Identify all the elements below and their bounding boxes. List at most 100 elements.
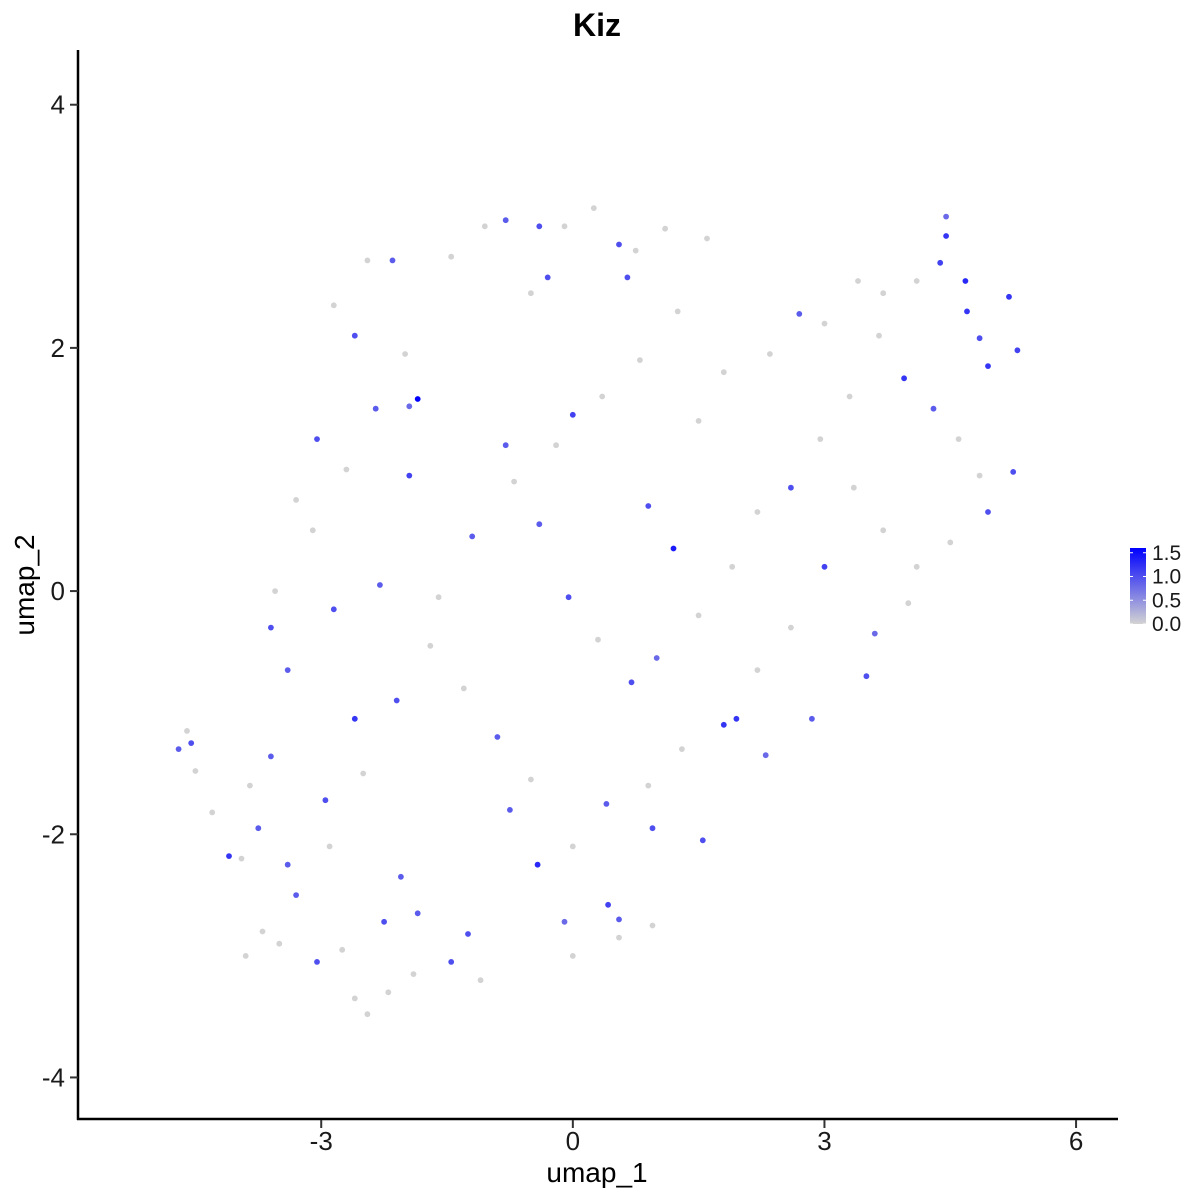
cell-point	[398, 873, 404, 880]
cell-point	[569, 411, 576, 418]
cell-point	[255, 825, 262, 832]
cell-point	[314, 959, 320, 965]
cell-point	[528, 290, 534, 297]
cell-point	[649, 825, 656, 832]
cell-point	[876, 332, 882, 339]
cell-point	[569, 953, 576, 959]
cell-point	[364, 1011, 371, 1018]
cell-point	[632, 247, 639, 254]
cell-point	[175, 746, 182, 752]
cell-point	[534, 861, 541, 868]
cell-point	[976, 335, 983, 342]
cell-point	[653, 655, 660, 661]
cell-point	[536, 223, 543, 230]
cell-point	[788, 624, 794, 631]
cell-point	[937, 259, 944, 266]
cell-point	[863, 673, 870, 680]
cell-point	[649, 922, 656, 929]
cell-point	[494, 734, 501, 740]
cell-point	[268, 753, 274, 760]
cell-point	[880, 527, 887, 534]
cell-point	[616, 934, 622, 941]
cell-point	[188, 740, 195, 746]
cell-point	[414, 396, 421, 402]
cell-point	[326, 843, 333, 850]
cell-point	[293, 892, 299, 898]
cell-point	[595, 636, 601, 643]
cell-point	[544, 274, 551, 281]
cell-point	[268, 624, 274, 631]
colorbar	[1130, 548, 1146, 624]
cell-point	[754, 667, 761, 673]
cell-point	[385, 989, 392, 996]
cell-point	[880, 290, 887, 297]
cell-point	[372, 405, 379, 412]
cell-point	[381, 918, 387, 925]
x-axis-ticks: -3 0 3 6	[310, 1120, 1083, 1156]
y-tick-label: -2	[42, 819, 65, 849]
cell-point	[309, 527, 316, 534]
cell-point	[809, 715, 815, 722]
cell-point	[502, 217, 509, 224]
colorbar-tick-label: 0.5	[1152, 589, 1181, 612]
cell-point	[330, 302, 337, 309]
cell-point	[414, 910, 421, 917]
cell-point	[599, 393, 606, 400]
x-tick-label: 6	[1069, 1126, 1083, 1156]
cell-point	[637, 357, 643, 363]
cell-point	[406, 472, 413, 479]
chart-title: Kiz	[573, 7, 621, 43]
cell-point	[351, 715, 358, 722]
colorbar-ticks: 0.00.51.01.5	[1130, 542, 1181, 636]
cell-point	[465, 931, 471, 937]
cell-point	[679, 746, 685, 752]
cell-point	[821, 563, 828, 570]
cell-point	[238, 855, 245, 862]
cell-point	[855, 278, 861, 284]
cell-point	[817, 436, 824, 442]
cell-point	[377, 582, 383, 588]
cell-point	[360, 770, 367, 777]
cell-point	[247, 782, 253, 789]
cell-point	[796, 311, 803, 317]
points-layer	[175, 205, 1021, 1018]
cell-point	[943, 213, 949, 220]
cell-point	[322, 797, 329, 804]
y-axis-ticks: -4 -2 0 2 4	[42, 90, 78, 1092]
colorbar-tick-label: 0.0	[1152, 613, 1181, 636]
cell-point	[913, 563, 920, 570]
cell-point	[850, 484, 857, 491]
cell-point	[985, 509, 991, 515]
cell-point	[616, 241, 622, 248]
y-tick-label: 4	[51, 90, 65, 120]
cell-point	[704, 235, 710, 242]
cell-point	[846, 393, 853, 400]
cell-point	[720, 721, 727, 728]
cell-point	[272, 588, 278, 594]
cell-point	[645, 503, 652, 509]
cell-point	[553, 442, 559, 449]
colorbar-tick-label: 1.5	[1152, 542, 1181, 565]
x-tick-label: -3	[310, 1126, 333, 1156]
cell-point	[448, 253, 455, 260]
cell-point	[314, 436, 320, 442]
cell-point	[402, 351, 408, 357]
cell-point	[905, 600, 912, 607]
cell-point	[507, 807, 513, 813]
cell-point	[1014, 347, 1021, 354]
cell-point	[389, 257, 396, 264]
cell-point	[624, 274, 631, 281]
cell-point	[536, 521, 543, 528]
cell-point	[469, 533, 476, 540]
cell-point	[448, 959, 455, 965]
cell-point	[930, 405, 937, 412]
cell-point	[699, 837, 706, 844]
cell-point	[410, 971, 417, 977]
cell-point	[561, 918, 568, 925]
cell-point	[645, 782, 652, 789]
cell-point	[674, 308, 681, 315]
y-tick-label: -4	[42, 1062, 65, 1092]
x-axis-title: umap_1	[546, 1157, 647, 1188]
x-tick-label: 3	[817, 1126, 831, 1156]
